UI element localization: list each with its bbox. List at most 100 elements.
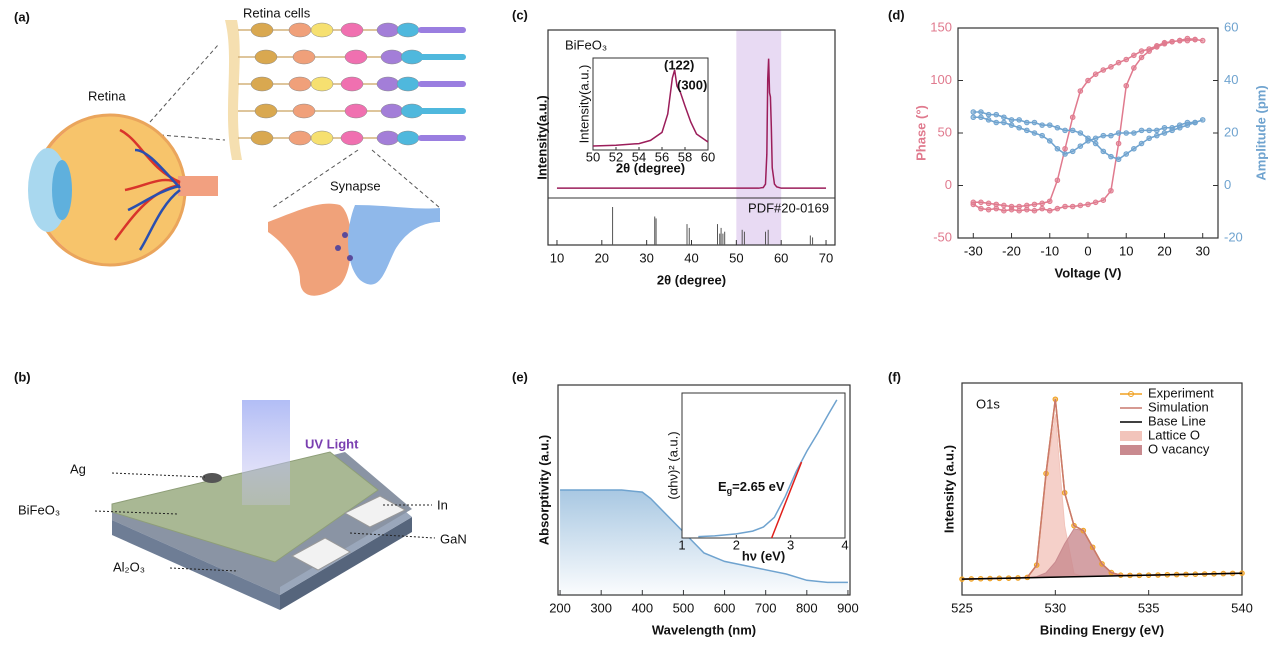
marker	[1001, 207, 1007, 214]
marker	[1123, 130, 1130, 136]
marker	[1077, 130, 1084, 136]
marker	[985, 111, 992, 118]
marker	[1131, 52, 1137, 59]
diagram-label: Ag	[70, 461, 86, 476]
marker	[1062, 145, 1068, 152]
substrate-side	[112, 520, 280, 610]
x-tick-label: 10	[1119, 243, 1133, 258]
y-axis-label: Intensity(a.u.)	[534, 95, 549, 180]
photoreceptor	[418, 81, 466, 87]
substrate-side	[280, 517, 412, 610]
marker	[1039, 200, 1045, 207]
marker	[1039, 132, 1045, 139]
x-axis-label: Voltage (V)	[1055, 265, 1122, 280]
y2-tick-label: 40	[1224, 72, 1238, 87]
x-tick-label: 525	[951, 600, 973, 615]
marker	[1108, 187, 1114, 194]
marker	[1123, 82, 1130, 89]
diagram-label: UV Light	[305, 436, 359, 451]
plot-frame	[961, 382, 1243, 596]
retina-diagram: (a) Retina Retina cells Synapse	[14, 5, 466, 296]
marker	[1108, 132, 1114, 139]
marker	[1131, 130, 1137, 136]
diagram-label: Retina	[88, 88, 126, 103]
bifeo3-film	[111, 451, 379, 563]
marker	[985, 206, 992, 213]
peak-label: (122)	[664, 57, 694, 72]
cell	[340, 76, 364, 92]
zoom-line	[271, 149, 359, 209]
leader-line	[94, 510, 179, 515]
x-tick-label: 10	[550, 250, 564, 265]
area	[560, 490, 848, 595]
y-axis-label: (αhν)² (a.u.)	[665, 431, 680, 499]
series-line	[556, 58, 827, 189]
cell	[254, 49, 278, 65]
lens	[52, 160, 72, 220]
marker	[1100, 132, 1107, 139]
marker	[1046, 138, 1053, 144]
legend-swatch	[1120, 431, 1142, 441]
cell	[288, 130, 312, 146]
symbol: E	[718, 479, 727, 494]
vesicle	[342, 232, 348, 238]
marker	[1176, 37, 1183, 44]
y2-tick-label: -20	[1224, 229, 1243, 244]
cell	[340, 22, 364, 38]
x-tick-label: 700	[755, 600, 777, 615]
marker	[1031, 130, 1038, 136]
y2-axis-label: Amplitude (pm)	[1253, 85, 1268, 180]
cell	[396, 76, 420, 92]
x-axis-label: Binding Energy (eV)	[1040, 622, 1164, 637]
vessel	[127, 148, 181, 251]
marker	[1161, 130, 1168, 136]
marker	[1077, 143, 1084, 149]
cell	[376, 130, 400, 146]
panel-label: (a)	[14, 9, 30, 24]
component-area	[999, 528, 1149, 579]
series-line	[698, 399, 838, 538]
cell	[310, 22, 334, 38]
series-line	[560, 489, 848, 584]
reference-label: PDF#20-0169	[748, 200, 829, 215]
x-tick-label: -20	[1002, 243, 1021, 258]
marker	[1123, 151, 1130, 157]
cell	[310, 76, 334, 92]
marker	[1100, 148, 1107, 155]
marker	[1008, 117, 1015, 123]
x-tick-label: 1	[678, 537, 685, 552]
marker	[1176, 124, 1183, 131]
marker	[1092, 199, 1099, 206]
x-axis-label: 2θ (degree)	[657, 272, 726, 287]
marker	[1024, 202, 1030, 209]
panel-label: (d)	[888, 7, 905, 22]
plot-frame	[681, 392, 846, 539]
y-tick-label: 50	[938, 124, 952, 139]
marker	[970, 114, 977, 121]
cell	[396, 130, 420, 146]
panel-label: (c)	[512, 7, 528, 22]
cell	[288, 22, 312, 38]
series-line	[592, 69, 709, 147]
marker	[1054, 145, 1061, 152]
marker	[1031, 119, 1038, 126]
y-tick-label: -50	[933, 229, 952, 244]
cell	[376, 22, 400, 38]
x-tick-label: 300	[590, 600, 612, 615]
optic-nerve	[178, 176, 218, 196]
postsynaptic	[348, 205, 440, 285]
subscript: g	[727, 486, 733, 496]
marker	[1077, 202, 1084, 209]
marker	[1085, 135, 1091, 142]
cell	[340, 130, 364, 146]
marker	[1169, 38, 1175, 45]
y-axis-label: Intensity (a.u.)	[941, 445, 956, 533]
y-axis-label: Intensity(a.u.)	[576, 65, 591, 144]
marker	[1016, 203, 1022, 210]
series-line	[961, 572, 1243, 580]
marker	[1138, 140, 1145, 147]
marker	[978, 205, 984, 212]
x-axis-label: hν (eV)	[742, 548, 785, 563]
